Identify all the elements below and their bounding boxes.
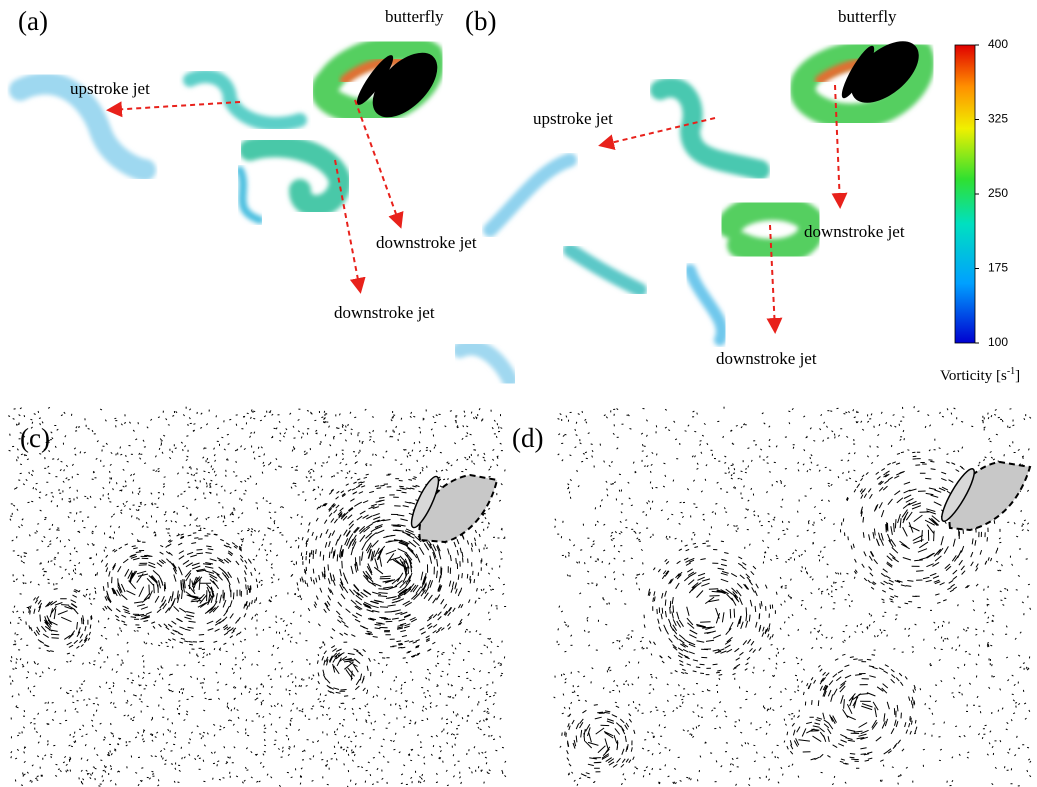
colorbar — [955, 45, 975, 343]
vortex-render-a — [20, 48, 432, 220]
annotation: butterfly — [838, 7, 897, 26]
wing-outline — [407, 462, 1030, 542]
colorbar-ticks: 100 175 250 325 400 — [975, 37, 1008, 349]
colorbar-tick-label: 100 — [988, 335, 1008, 349]
panel-label: (b) — [465, 6, 496, 36]
annotation: downstroke jet — [376, 233, 477, 252]
panel-label: (c) — [20, 423, 50, 453]
vectors — [554, 406, 1031, 786]
colorbar-label: Vorticity [s-1] — [940, 366, 1020, 384]
annotation: upstroke jet — [70, 79, 150, 98]
panel-label: (a) — [18, 6, 48, 36]
colorbar-tick-label: 175 — [988, 261, 1008, 275]
figure: (a) butterfly upstroke jet downstroke je… — [0, 0, 1037, 787]
label-sup: -1 — [1007, 366, 1015, 377]
label-text: Vorticity [s — [940, 368, 1007, 384]
panel-label: (d) — [512, 423, 543, 453]
colorbar-tick-label: 400 — [988, 37, 1008, 51]
colorbar-tick-label: 325 — [988, 112, 1008, 126]
label-end: ] — [1015, 368, 1020, 384]
annotation: downstroke jet — [334, 303, 435, 322]
vortex-render-b — [460, 51, 922, 380]
vectors — [8, 407, 506, 787]
colorbar-tick-label: 250 — [988, 186, 1008, 200]
annotation: downstroke jet — [804, 222, 905, 241]
annotation: butterfly — [385, 7, 444, 26]
annotation: downstroke jet — [716, 349, 817, 368]
vector-field-d — [554, 406, 1031, 786]
vector-field-c — [8, 407, 506, 787]
annotation: upstroke jet — [533, 109, 613, 128]
